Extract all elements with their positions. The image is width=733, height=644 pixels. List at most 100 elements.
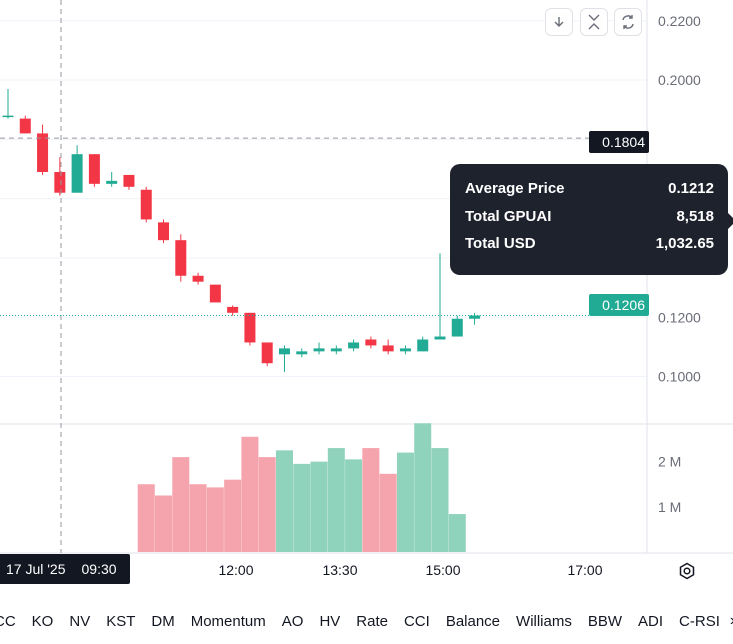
volume-bar — [155, 495, 173, 552]
download-button[interactable] — [545, 8, 573, 36]
volume-axis-label: 2 M — [658, 454, 681, 470]
last-price-value: 0.1206 — [602, 297, 645, 313]
volume-bar — [137, 484, 155, 552]
indicator-toolbar: CC KO NV KST DM Momentum AO HV Rate CCI Balance Wil… — [0, 605, 733, 637]
tooltip-label: Total GPUAI — [465, 207, 552, 225]
indicator-c-rsi[interactable]: C-RSI — [679, 612, 720, 630]
grid-lines — [0, 0, 733, 554]
indicator-ko[interactable]: KO — [31, 612, 54, 630]
volume-bar — [224, 479, 242, 552]
refresh-button[interactable] — [614, 8, 642, 36]
indicator-williams[interactable]: Williams — [516, 612, 572, 630]
indicator-hv[interactable]: HV — [319, 612, 341, 630]
last-price-tag: 0.1206 — [589, 294, 649, 316]
chart-settings-button[interactable] — [676, 560, 698, 582]
candle-body — [227, 306, 239, 313]
volume-bar — [448, 514, 466, 552]
time-axis-label: 15:00 — [425, 562, 460, 578]
price-axis-label: 0.1200 — [658, 309, 701, 325]
candle-body — [37, 133, 49, 172]
volume-bar — [362, 448, 380, 552]
indicator-rate[interactable]: Rate — [356, 612, 388, 630]
gear-icon — [679, 562, 695, 580]
volume-bar — [206, 487, 224, 552]
volume-bar — [431, 448, 449, 552]
indicator-kst[interactable]: KST — [106, 612, 136, 630]
candle-body — [261, 342, 273, 364]
candle-body — [140, 189, 152, 220]
tooltip-value: 1,032.65 — [655, 235, 714, 252]
price-axis-label: 0.1000 — [658, 369, 701, 385]
volume-bar — [310, 461, 328, 552]
tooltip-row-total-gpuai: Total GPUAI 8,518 — [465, 208, 714, 236]
candle-body — [88, 154, 100, 184]
candle-body — [209, 284, 221, 303]
candle-body — [192, 275, 204, 282]
collapse-button[interactable] — [580, 8, 608, 36]
indicator-cc[interactable]: CC — [0, 612, 16, 630]
chevron-right-icon[interactable]: › — [730, 612, 733, 630]
indicator-adi[interactable]: ADI — [638, 612, 664, 630]
tooltip-label: Total USD — [465, 235, 536, 252]
candle-body — [434, 336, 446, 340]
volume-bar — [345, 459, 363, 552]
candle-body — [2, 115, 14, 118]
crosshair-price-value: 0.1804 — [602, 134, 645, 150]
candle-body — [382, 345, 394, 352]
time-axis-label: 13:30 — [322, 562, 357, 578]
candle-body — [175, 240, 187, 276]
tooltip-value: 0.1212 — [668, 180, 714, 197]
indicator-cci[interactable]: CCI — [403, 612, 430, 630]
candle-body — [451, 318, 463, 337]
candle-body — [313, 348, 325, 352]
volume-bar — [172, 457, 190, 552]
indicator-bbw[interactable]: BBW — [587, 612, 623, 630]
download-icon — [554, 17, 564, 27]
candle-body — [244, 312, 256, 343]
volume-bar — [379, 473, 397, 552]
price-axis-label: 0.2200 — [658, 13, 701, 29]
volume-bar — [275, 450, 293, 552]
volume-bar — [293, 463, 311, 552]
volume-bar — [396, 452, 414, 552]
indicator-ao[interactable]: AO — [281, 612, 304, 630]
candle-body — [469, 315, 481, 319]
candle-body — [296, 351, 308, 355]
tooltip-row-average-price: Average Price 0.1212 — [465, 180, 714, 208]
crosshair-time: 09:30 — [81, 561, 117, 577]
candle-body — [158, 222, 170, 241]
volume-bars — [137, 423, 466, 552]
collapse-arrows-icon — [588, 14, 600, 30]
candlesticks — [2, 88, 481, 373]
tooltip-row-total-usd: Total USD 1,032.65 — [465, 235, 714, 263]
indicator-dm[interactable]: DM — [151, 612, 175, 630]
crosshair-date: 17 Jul '25 — [6, 561, 66, 577]
candle-body — [19, 118, 31, 134]
volume-bar — [258, 457, 276, 552]
candle-body — [399, 348, 411, 352]
volume-bar — [414, 423, 432, 552]
candle-body — [348, 342, 360, 349]
time-axis-label: 12:00 — [218, 562, 253, 578]
time-axis-label: 17:00 — [567, 562, 602, 578]
candle-body — [330, 348, 342, 352]
candle-body — [71, 154, 83, 193]
candle-body — [123, 174, 135, 187]
crosshair-price-tag: 0.1804 — [589, 131, 649, 153]
candle-body — [278, 348, 290, 355]
indicator-momentum[interactable]: Momentum — [190, 612, 266, 630]
volume-bar — [189, 484, 207, 552]
crosshair-time-tag: 17 Jul '25 09:30 — [0, 554, 130, 584]
candle-body — [106, 180, 118, 184]
refresh-icon — [622, 15, 634, 29]
tooltip-value: 8,518 — [676, 207, 714, 225]
indicator-balance[interactable]: Balance — [445, 612, 501, 630]
price-axis-label: 0.2000 — [658, 72, 701, 88]
indicator-nv[interactable]: NV — [69, 612, 91, 630]
volume-bar — [241, 436, 259, 552]
volume-bar — [327, 448, 345, 552]
chart-overlays — [0, 0, 647, 553]
candle-body — [54, 171, 66, 193]
tooltip-label: Average Price — [465, 180, 565, 197]
